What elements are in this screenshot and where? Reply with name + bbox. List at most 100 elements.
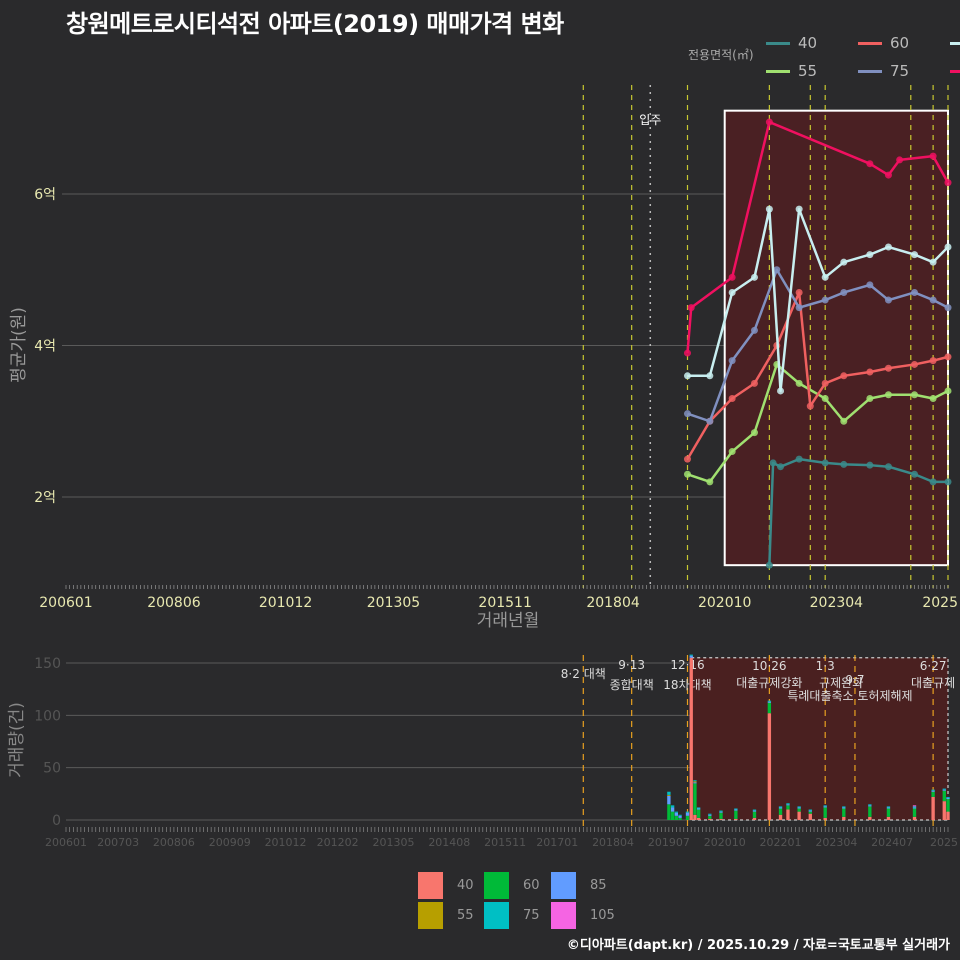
data-point — [896, 156, 904, 164]
svg-text:1·3: 1·3 — [816, 659, 835, 673]
bar-segment — [674, 811, 679, 813]
y-axis-title: 평균가(원) — [9, 307, 29, 383]
data-point — [929, 296, 937, 304]
series-105 — [683, 118, 952, 357]
y-tick-label: 2억 — [34, 490, 56, 506]
bar-segment — [767, 702, 772, 714]
x-tick-label: 202010 — [698, 595, 751, 611]
y-tick-label: 6억 — [34, 187, 56, 203]
data-point — [750, 379, 758, 387]
svg-text:대출규제: 대출규제 — [911, 676, 955, 690]
x-tick-label: 202201 — [760, 836, 802, 849]
legend-swatch — [551, 902, 576, 929]
series-75 — [683, 266, 952, 425]
bar-segment — [868, 806, 872, 817]
data-point — [840, 460, 848, 468]
volume-bars — [667, 654, 950, 820]
bar-segment — [719, 811, 723, 813]
legend-swatch — [484, 872, 509, 899]
data-point — [840, 417, 848, 425]
legend-item-40: 40 — [766, 34, 817, 52]
bar-segment — [708, 814, 712, 816]
bar-segment — [696, 807, 701, 809]
bar-segment — [752, 810, 757, 812]
bar-segment — [778, 807, 783, 809]
data-point — [777, 463, 785, 471]
data-point — [911, 251, 919, 259]
policy-annotation: 8·2 대책 — [561, 666, 606, 681]
bar-segment — [842, 807, 846, 809]
legend-label: 75 — [890, 62, 910, 80]
x-tick-label: 201701 — [536, 836, 578, 849]
bar-segment — [946, 796, 950, 799]
bar-segment — [696, 808, 701, 810]
x-tick-label: 200601 — [39, 595, 92, 611]
x-tick-label: 201305 — [372, 836, 414, 849]
svg-text:규제완화: 규제완화 — [819, 676, 863, 690]
data-point — [884, 171, 892, 179]
bar-segment — [931, 789, 935, 791]
source-footer: ©디아파트(dapt.kr) / 2025.10.29 / 자료=국토교통부 실… — [566, 938, 950, 953]
svg-text:대출규제강화: 대출규제강화 — [736, 676, 802, 690]
data-point — [683, 372, 691, 380]
bar-segment — [786, 803, 790, 805]
data-point — [866, 368, 874, 376]
legend-label: 40 — [798, 34, 818, 52]
bar-segment — [842, 816, 846, 820]
bar-segment — [808, 809, 812, 811]
bar-segment — [767, 713, 772, 820]
bar-segment — [708, 818, 712, 820]
bar-segment — [778, 808, 783, 815]
data-point — [866, 160, 874, 168]
bar-segment — [808, 810, 812, 812]
x-tick-label: 2025 — [922, 595, 958, 611]
bar-segment — [797, 808, 801, 812]
bar-segment — [693, 780, 697, 782]
bar-segment — [823, 817, 827, 820]
legend-swatch — [950, 41, 960, 45]
bar-segment — [912, 816, 917, 820]
x-tick-label: 202010 — [704, 836, 746, 849]
data-point — [773, 266, 781, 274]
data-point — [683, 455, 691, 463]
legend-item-55: 55 — [766, 62, 817, 80]
svg-text:18차대책: 18차대책 — [663, 677, 711, 692]
bar-segment — [868, 804, 872, 806]
bar-segment — [931, 796, 935, 820]
legend-label: 75 — [523, 908, 540, 923]
data-point — [687, 304, 695, 312]
bar-segment — [946, 798, 950, 800]
volume-legend-item-60: 60 — [484, 872, 540, 899]
bar-segment — [670, 805, 675, 808]
bar-segment — [823, 805, 827, 807]
legend-label: 105 — [590, 908, 615, 923]
bar-segment — [797, 811, 801, 820]
x-tick-label: 202407 — [871, 836, 913, 849]
data-point — [929, 478, 937, 486]
bar-segment — [797, 807, 801, 809]
volume-x-axis: 200601 200703 200806 200909 201012 201202 2013… — [45, 827, 958, 849]
data-point — [706, 478, 714, 486]
volume-legend-item-75: 75 — [484, 902, 540, 929]
data-point — [929, 357, 937, 365]
data-point — [728, 288, 736, 296]
bar-segment — [693, 783, 697, 815]
data-point — [750, 326, 758, 334]
legend-label: 55 — [798, 62, 818, 80]
bar-segment — [778, 814, 783, 820]
svg-text:특례대출축소 토허제해제: 특례대출축소 토허제해제 — [787, 689, 912, 703]
bar-segment — [823, 807, 827, 818]
data-point — [944, 387, 952, 395]
bar-segment — [786, 805, 790, 810]
bar-segment — [912, 807, 917, 809]
data-point — [769, 459, 777, 467]
bar-segment — [942, 790, 946, 802]
bar-segment — [752, 809, 757, 811]
bar-segment — [752, 817, 757, 820]
bar-segment — [797, 806, 801, 808]
legend-label: 85 — [590, 878, 607, 893]
bar-segment — [719, 818, 723, 820]
bar-segment — [946, 799, 950, 812]
bar-segment — [689, 654, 693, 656]
data-point — [884, 391, 892, 399]
